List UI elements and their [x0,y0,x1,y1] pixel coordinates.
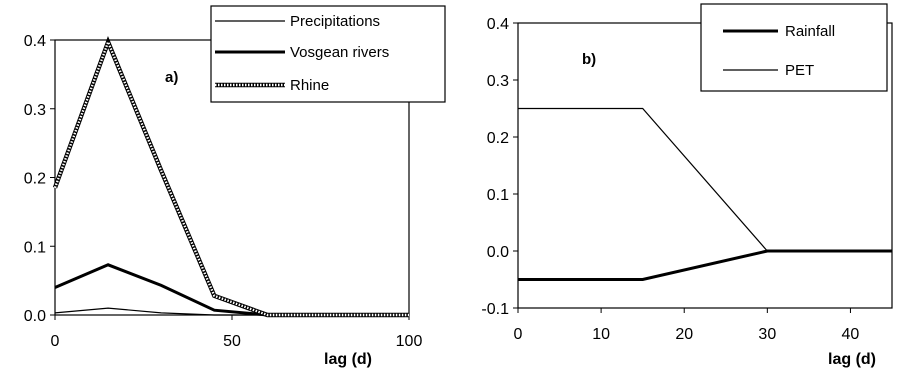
y-tick-label: 0.1 [487,187,509,204]
series-line-pet [518,107,892,252]
series-line-rhine [53,38,409,317]
x-axis-label: lag (d) [828,351,876,368]
series-line-rainfall [518,249,892,281]
chart-panel-b: -0.1 0.0 0.1 0.2 0.3 0.4 0 10 20 30 40 b) lag (d) Rai… [481,3,893,368]
y-tick-label: 0.3 [487,73,509,90]
y-tick-label: -0.1 [481,301,509,318]
legend-pet-label: PET [785,62,814,79]
y-tick-label: 0.4 [24,33,46,50]
x-tick-label: 100 [396,333,423,350]
x-axis-label: lag (d) [324,351,372,368]
series-line-vosgean-rivers [54,263,409,317]
x-tick-label: 0 [51,333,60,350]
y-tick-label: 0.2 [487,130,509,147]
x-tick-label: 30 [758,326,776,343]
x-tick-label: 40 [842,326,860,343]
x-tick-label: 10 [592,326,610,343]
y-tick-label: 0.1 [24,239,46,256]
legend-rainfall-label: Rainfall [785,23,835,40]
legend-precipitations-label: Precipitations [290,13,380,30]
y-tick-label: 0.0 [24,308,46,325]
y-tick-label: 0.4 [487,16,509,33]
y-tick-label: 0.3 [24,102,46,119]
y-tick-label: 0.2 [24,171,46,188]
panel-label: b) [582,51,596,68]
chart-panel-a: 0.0 0.1 0.2 0.3 0.4 0 50 100 a) lag (d) Precipitat… [24,5,446,368]
legend-vosgean-rivers-label: Vosgean rivers [290,44,389,61]
panel-label: a) [165,69,178,86]
y-tick-label: 0.0 [487,244,509,261]
legend-box [700,3,888,92]
x-tick-label: 0 [514,326,523,343]
x-tick-label: 50 [223,333,241,350]
x-tick-label: 20 [675,326,693,343]
legend-rhine-label: Rhine [290,77,329,94]
